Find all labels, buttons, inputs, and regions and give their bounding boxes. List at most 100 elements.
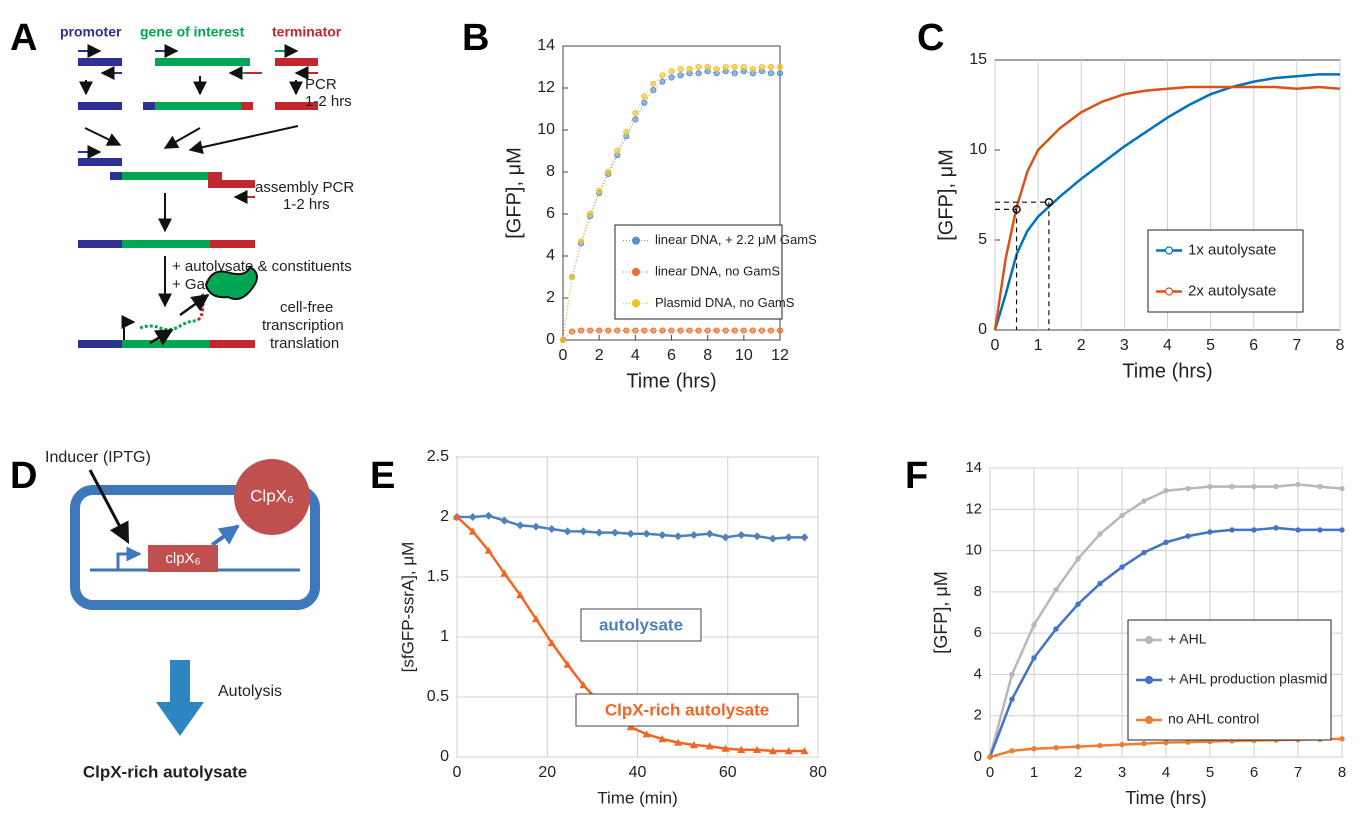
x-axis-label: Time (min) [597, 788, 678, 807]
y-tick-label: 6 [974, 624, 982, 641]
point [800, 747, 809, 755]
y-tick-label: 1.5 [427, 568, 449, 585]
x-tick-label: 8 [1336, 337, 1345, 354]
legend-box [1147, 229, 1304, 313]
point [1119, 512, 1125, 519]
chart: 0 2 4 6 8 10 12 0 2 4 6 8 10 12 14 Time (hrs) [GFP], μM l… [503, 37, 817, 392]
x-tick-label: 0 [986, 764, 994, 781]
point [768, 534, 777, 543]
y-tick-label: 12 [537, 79, 555, 96]
legend-label: autolysate [599, 615, 683, 634]
y-tick-label: 8 [974, 583, 982, 600]
point [713, 327, 720, 334]
x-tick-label: 6 [1250, 764, 1258, 781]
point [1097, 742, 1103, 749]
point [1251, 527, 1257, 533]
point [704, 63, 711, 71]
point [768, 747, 777, 755]
y-tick-label: 2.5 [427, 448, 449, 465]
point [686, 327, 693, 334]
point [568, 273, 576, 281]
point [740, 63, 747, 71]
point [1053, 745, 1059, 751]
point [650, 327, 657, 334]
point [1207, 483, 1213, 490]
legend-marker [1144, 715, 1154, 725]
legend-box [580, 608, 702, 642]
point [610, 528, 619, 537]
point [659, 72, 666, 79]
point [531, 615, 540, 623]
legend-label: ClpX-rich autolysate [605, 700, 769, 719]
point [626, 529, 635, 538]
point [731, 63, 738, 71]
point [686, 66, 693, 73]
point [587, 210, 594, 218]
point [642, 730, 651, 738]
point [1009, 671, 1015, 678]
point [776, 327, 784, 334]
point [1207, 529, 1213, 535]
point [468, 527, 477, 535]
y-axis-label: [GFP], μM [503, 147, 525, 239]
y-tick-label: 10 [537, 121, 555, 138]
point [547, 639, 556, 647]
x-tick-label: 2 [595, 347, 604, 364]
legend-box [575, 693, 799, 727]
point [1295, 481, 1301, 488]
point [623, 129, 630, 136]
point [1141, 498, 1147, 504]
panel-label: E [370, 455, 395, 497]
point [677, 327, 684, 334]
point [695, 63, 702, 71]
x-tick-label: 1 [1030, 764, 1038, 781]
point [559, 336, 567, 344]
series-line [993, 85, 1341, 331]
point [1053, 626, 1059, 632]
point [468, 513, 477, 521]
step-label: assembly PCR [255, 179, 354, 196]
point [705, 742, 714, 750]
point [516, 521, 525, 530]
legend-label: 1x autolysate [1188, 241, 1276, 258]
y-tick-label: 0.5 [427, 688, 449, 705]
x-tick-label: 7 [1294, 764, 1302, 781]
point [577, 327, 585, 334]
point [1141, 549, 1147, 556]
x-tick-label: 7 [1292, 337, 1301, 354]
point [658, 735, 667, 743]
point [704, 327, 711, 334]
x-axis-label: Time (hrs) [1125, 788, 1206, 808]
point [563, 527, 572, 536]
x-tick-label: 1 [1034, 337, 1043, 354]
point [1339, 485, 1345, 492]
point [605, 327, 612, 334]
point [595, 528, 604, 537]
point [568, 328, 576, 335]
y-tick-label: 2 [974, 707, 982, 724]
x-tick-label: 8 [703, 347, 712, 364]
legend-label: Plasmid DNA, no GamS [655, 295, 795, 310]
point [721, 533, 730, 542]
point [1141, 740, 1147, 747]
legend-marker [631, 236, 641, 245]
point [579, 681, 588, 689]
part-label: promoter [60, 24, 122, 40]
point [722, 63, 729, 71]
y-tick-label: 0 [978, 321, 987, 338]
point [626, 723, 635, 731]
point [1251, 483, 1257, 490]
legend-marker [631, 299, 641, 308]
point [784, 747, 793, 755]
point [1031, 622, 1037, 628]
legend-box [614, 224, 783, 320]
step-label: + autolysate & constituents [172, 258, 352, 275]
point [516, 591, 525, 599]
point [632, 110, 639, 117]
y-tick-label: 4 [546, 247, 555, 264]
legend-marker [1144, 635, 1154, 645]
point [1317, 527, 1323, 533]
point [1009, 748, 1015, 754]
point [1075, 601, 1081, 607]
y-tick-label: 4 [974, 665, 982, 682]
